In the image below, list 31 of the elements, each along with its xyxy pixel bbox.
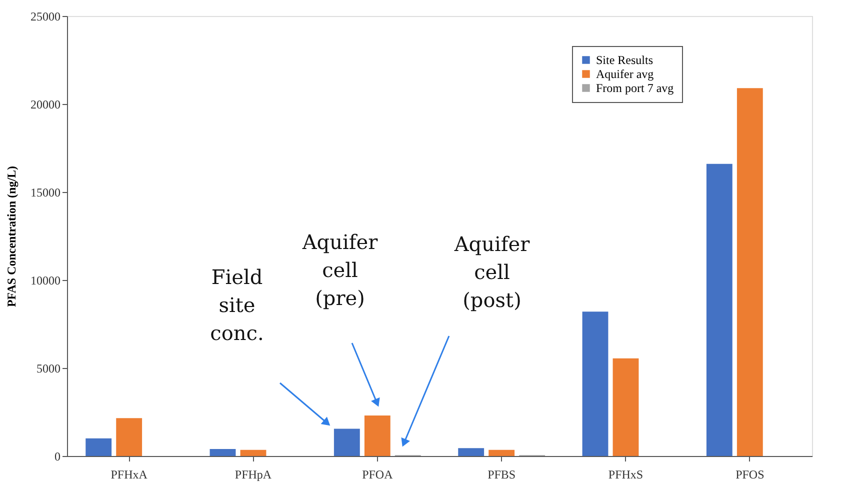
x-tick-label: PFHpA (234, 468, 272, 482)
bar (86, 438, 112, 456)
legend-label: Site Results (596, 53, 654, 67)
y-tick-label: 5000 (36, 362, 60, 376)
bar (612, 358, 639, 456)
y-tick-label: 10000 (30, 274, 60, 288)
y-tick-label: 15000 (30, 186, 60, 200)
annotation: Aquifer cell (post) (453, 232, 530, 312)
annotation: Field site conc. (210, 265, 264, 345)
bar (210, 448, 236, 456)
y-tick-label: 0 (54, 450, 60, 464)
x-tick-label: PFHxA (110, 468, 148, 482)
bar (736, 88, 763, 456)
y-axis-title: PFAS Concentration (ng/L) (4, 166, 18, 308)
bar (116, 418, 142, 456)
bar (706, 164, 732, 456)
bar (240, 450, 266, 456)
annotation: Aquifer cell (pre) (301, 230, 378, 310)
x-tick-label: PFOA (362, 468, 394, 482)
x-tick-label: PFHxS (608, 468, 644, 482)
x-tick-label: PFBS (488, 468, 516, 482)
bar (458, 448, 484, 456)
bar (582, 312, 608, 456)
bar (334, 428, 360, 456)
legend-label: Aquifer avg (596, 67, 654, 81)
legend-label: From port 7 avg (596, 81, 674, 95)
bar (488, 450, 515, 456)
y-tick-label: 25000 (30, 10, 60, 24)
x-tick-label: PFOS (736, 468, 764, 482)
y-tick-label: 20000 (30, 98, 60, 112)
bar (364, 416, 390, 456)
